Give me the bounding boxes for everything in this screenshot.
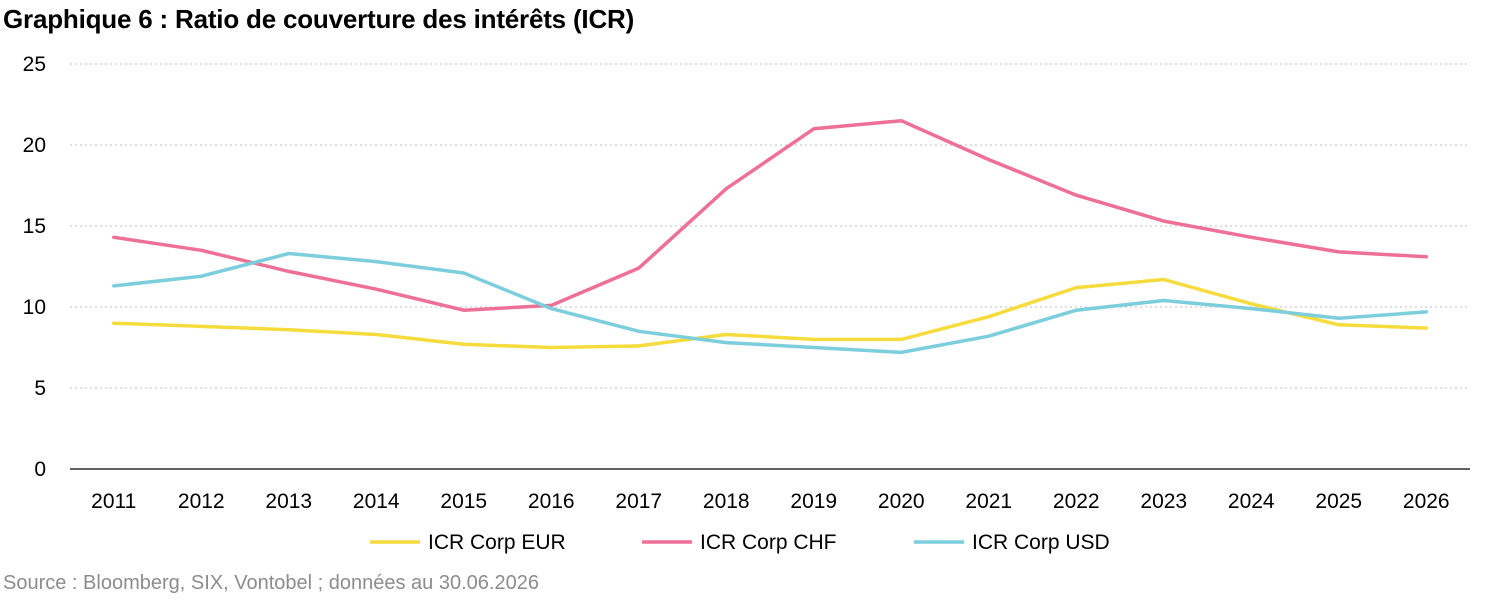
legend-label-icr-corp-eur: ICR Corp EUR [428,531,566,554]
x-tick-label-2018: 2018 [703,490,750,513]
legend-label-icr-corp-chf: ICR Corp CHF [700,531,837,554]
x-tick-label-2016: 2016 [528,490,575,513]
x-tick-label-2020: 2020 [878,490,925,513]
x-tick-label-2024: 2024 [1228,490,1275,513]
x-tick-label-2011: 2011 [91,490,136,513]
series-line-icr-corp-usd [112,251,1429,355]
x-tick-label-2012: 2012 [178,490,225,513]
x-tick-label-2019: 2019 [790,490,837,513]
y-tick-label-5: 5 [34,377,46,400]
series-lines [112,118,1429,355]
series-line-icr-corp-chf [112,118,1429,312]
y-tick-label-15: 15 [23,215,46,238]
x-tick-label-2013: 2013 [265,490,312,513]
legend-label-icr-corp-usd: ICR Corp USD [972,531,1110,554]
x-tick-label-2023: 2023 [1140,490,1187,513]
legend: ICR Corp EUR ICR Corp CHF ICR Corp USD [370,531,1110,554]
gridlines [70,63,1470,389]
x-tick-label-2017: 2017 [615,490,662,513]
x-axis-tick-labels: 2011 2012 2013 2014 2015 2016 2017 2018 2019 2020… [91,490,1449,513]
x-tick-label-2021: 2021 [965,490,1012,513]
y-axis-tick-labels: 0 5 10 15 20 25 [23,53,46,481]
x-tick-label-2014: 2014 [353,490,400,513]
y-tick-label-20: 20 [23,134,46,157]
chart-title: Graphique 6 : Ratio de couverture des in… [3,4,635,34]
source-note: Source : Bloomberg, SIX, Vontobel ; donn… [3,572,539,594]
y-tick-label-0: 0 [34,458,46,481]
y-tick-label-10: 10 [23,296,46,319]
y-tick-label-25: 25 [23,53,46,76]
series-line-icr-corp-eur [112,277,1429,350]
x-tick-label-2026: 2026 [1403,490,1450,513]
x-tick-label-2015: 2015 [440,490,487,513]
x-tick-label-2025: 2025 [1315,490,1362,513]
x-tick-label-2022: 2022 [1053,490,1100,513]
